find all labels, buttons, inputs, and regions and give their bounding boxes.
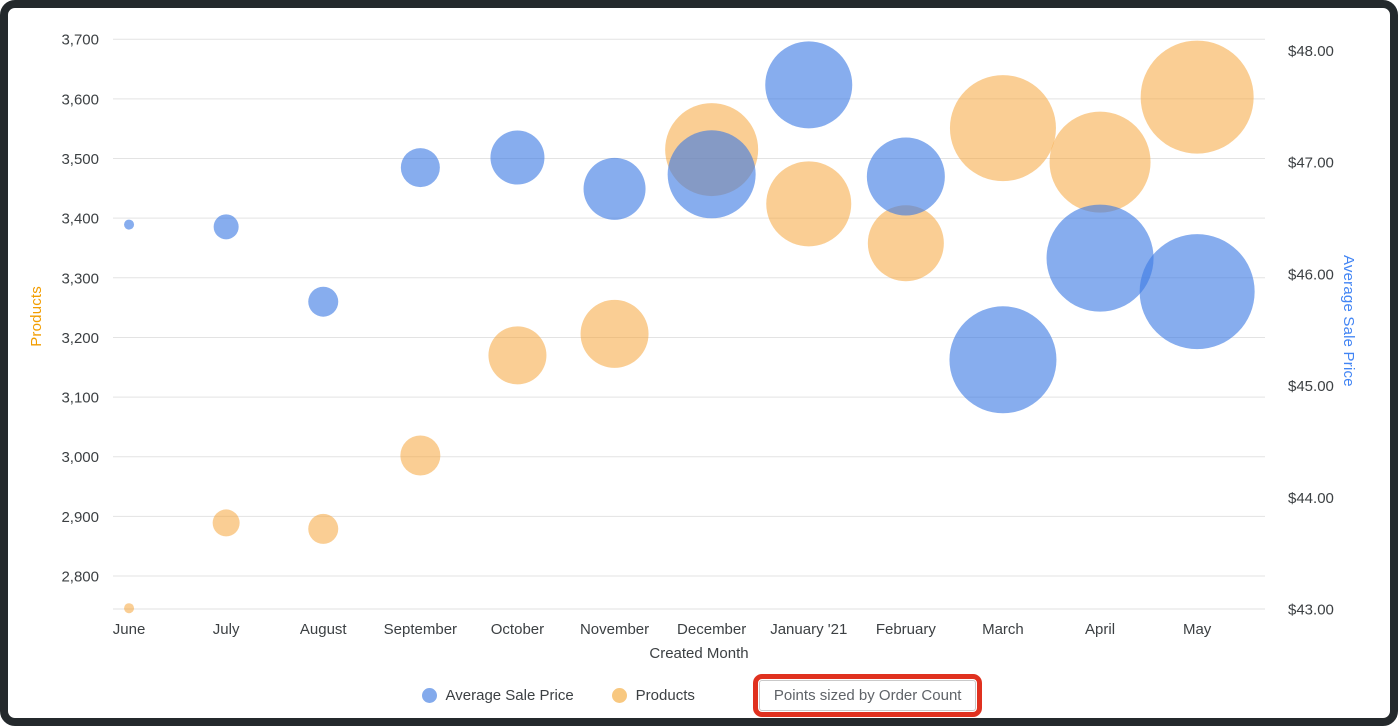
left-axis-tick: 3,300 — [61, 270, 99, 287]
right-axis-tick: $46.00 — [1288, 266, 1334, 283]
bubble-average-sale-price-july[interactable] — [213, 214, 239, 240]
bubble-average-sale-price-march[interactable] — [949, 306, 1057, 414]
bubble-average-sale-price-october[interactable] — [490, 130, 545, 185]
bubble-average-sale-price-february[interactable] — [866, 137, 945, 216]
bubble-products-september[interactable] — [400, 435, 441, 476]
right-axis-title: Average Sale Price — [1340, 255, 1357, 387]
x-axis-tick-april: April — [1085, 621, 1115, 638]
x-axis-tick-november: November — [580, 621, 649, 638]
legend-dot-products-icon — [611, 687, 627, 703]
right-axis-tick: $47.00 — [1288, 155, 1334, 172]
x-axis-tick-june: June — [113, 621, 146, 638]
left-axis-tick: 3,200 — [61, 330, 99, 347]
x-axis-tick-august: August — [300, 621, 348, 638]
bubble-average-sale-price-august[interactable] — [308, 286, 339, 317]
bubble-products-january-21[interactable] — [766, 161, 852, 247]
bubble-average-sale-price-june[interactable] — [124, 219, 135, 230]
size-note-text: Points sized by Order Count — [773, 686, 962, 704]
bubble-average-sale-price-december[interactable] — [667, 130, 756, 219]
x-axis-tick-january-21: January '21 — [770, 621, 847, 638]
bubble-products-april[interactable] — [1049, 111, 1151, 213]
left-axis-tick: 3,600 — [61, 91, 99, 108]
right-axis-tick: $44.00 — [1288, 490, 1334, 507]
x-axis-tick-may: May — [1183, 621, 1212, 638]
right-axis-tick: $45.00 — [1288, 378, 1334, 395]
left-axis-tick: 3,100 — [61, 390, 99, 407]
bubble-average-sale-price-january-21[interactable] — [765, 41, 853, 129]
bubble-average-sale-price-may[interactable] — [1139, 234, 1255, 350]
legend-item-products[interactable]: Products — [611, 686, 695, 704]
left-axis-tick: 3,500 — [61, 151, 99, 168]
legend-label-products: Products — [635, 686, 695, 704]
bubble-products-august[interactable] — [308, 513, 339, 544]
x-axis-tick-october: October — [491, 621, 544, 638]
x-axis-tick-july: July — [213, 621, 240, 638]
left-axis-title: Products — [28, 286, 45, 347]
bubble-average-sale-price-november[interactable] — [583, 157, 646, 220]
x-axis-tick-september: September — [384, 621, 457, 638]
legend-label-average-sale-price: Average Sale Price — [445, 686, 574, 704]
chart-svg: 2,800 2,900 3,000 3,100 3,200 3,300 3,400 3,500… — [61, 32, 1334, 638]
legend-item-average-sale-price[interactable]: Average Sale Price — [421, 686, 574, 704]
left-axis-tick: 3,700 — [61, 32, 99, 49]
bubble-average-sale-price-april[interactable] — [1046, 204, 1154, 312]
bubble-products-june[interactable] — [124, 603, 135, 614]
bubble-products-march[interactable] — [949, 75, 1056, 182]
left-axis-tick: 3,000 — [61, 449, 99, 466]
legend: Average Sale Price Products Points sized… — [8, 672, 1390, 718]
x-axis-title: Created Month — [649, 645, 749, 662]
left-axis-tick: 2,800 — [61, 569, 99, 586]
legend-dot-average-sale-price-icon — [421, 687, 437, 703]
bubble-average-sale-price-september[interactable] — [400, 148, 440, 188]
left-axis-tick: 3,400 — [61, 211, 99, 228]
right-axis-tick: $43.00 — [1288, 602, 1334, 619]
bubble-products-october[interactable] — [488, 326, 547, 385]
x-axis-tick-february: February — [876, 621, 937, 638]
bubble-products-may[interactable] — [1140, 40, 1254, 154]
bubble-products-february[interactable] — [867, 205, 944, 282]
x-axis-tick-march: March — [982, 621, 1024, 638]
size-note: Points sized by Order Count — [752, 673, 983, 717]
right-axis-tick: $48.00 — [1288, 43, 1334, 60]
left-axis-tick: 2,900 — [61, 509, 99, 526]
bubble-products-november[interactable] — [580, 299, 649, 368]
bubble-products-july[interactable] — [212, 509, 240, 537]
x-axis-tick-december: December — [677, 621, 746, 638]
